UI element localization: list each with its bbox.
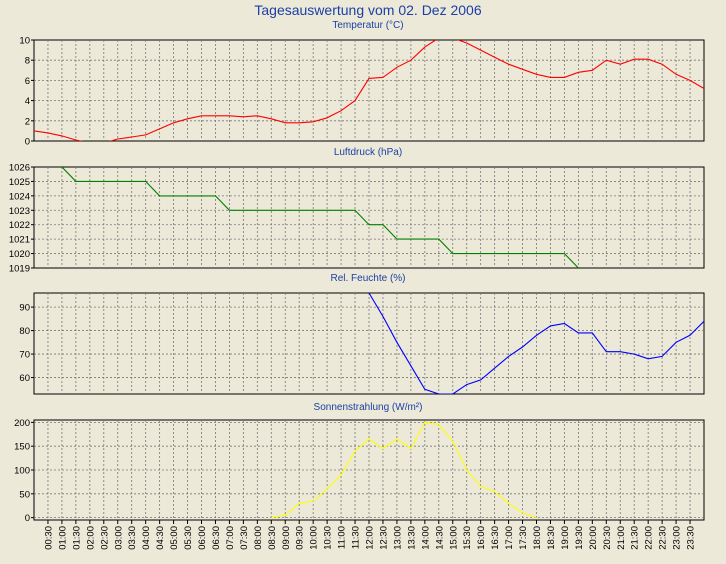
y-tick-label: 1026 xyxy=(9,163,30,174)
y-tick-label: 80 xyxy=(19,326,30,337)
x-tick-label: 17:30 xyxy=(518,526,529,550)
panel-3: Rel. Feuchte (%) 60 70 80 90 xyxy=(19,273,705,395)
x-tick-label: 08:30 xyxy=(267,526,278,550)
x-tick-label: 01:30 xyxy=(71,526,82,550)
x-tick-label: 15:00 xyxy=(448,526,459,550)
x-tick-label: 10:00 xyxy=(309,526,320,550)
y-tick-label: 100 xyxy=(14,466,30,477)
x-tick-label: 04:00 xyxy=(141,526,152,550)
y-tick-label: 150 xyxy=(14,442,30,453)
y-tick-label: 0 xyxy=(25,513,30,524)
y-tick-label: 90 xyxy=(19,303,30,314)
x-tick-label: 23:00 xyxy=(672,526,683,550)
x-tick-label: 18:00 xyxy=(532,526,543,550)
x-tick-label: 22:30 xyxy=(658,526,669,550)
x-tick-label: 05:00 xyxy=(169,526,180,550)
y-tick-label: 4 xyxy=(25,96,30,107)
y-tick-label: 70 xyxy=(19,350,30,361)
x-tick-label: 20:00 xyxy=(588,526,599,550)
x-tick-label: 06:00 xyxy=(197,526,208,550)
y-tick-label: 200 xyxy=(14,418,30,429)
y-tick-label: 10 xyxy=(19,36,30,47)
y-tick-label: 1021 xyxy=(9,235,30,246)
series-line xyxy=(271,421,537,519)
y-tick-label: 1022 xyxy=(9,220,30,231)
x-tick-label: 11:30 xyxy=(351,526,362,549)
x-tick-label: 07:00 xyxy=(225,526,236,550)
y-tick-label: 0 xyxy=(25,137,30,148)
x-tick-label: 19:30 xyxy=(574,526,585,550)
y-tick-label: 6 xyxy=(25,76,30,87)
panel-title: Rel. Feuchte (%) xyxy=(330,273,405,284)
panel-1: Temperatur (°C) 0 2 4 6 8 10 xyxy=(19,20,705,148)
x-tick-label: 09:00 xyxy=(281,526,292,550)
x-tick-label: 12:30 xyxy=(378,526,389,550)
x-tick-label: 10:30 xyxy=(323,526,334,550)
x-tick-label: 03:00 xyxy=(113,526,124,550)
panel-title: Sonnenstrahlung (W/m²) xyxy=(314,402,423,413)
x-tick-label: 05:30 xyxy=(183,526,194,550)
x-tick-label: 18:30 xyxy=(546,526,557,550)
y-tick-label: 8 xyxy=(25,56,30,67)
x-tick-label: 02:30 xyxy=(99,526,110,550)
x-tick-label: 14:30 xyxy=(434,526,445,550)
x-tick-label: 12:00 xyxy=(365,526,376,550)
x-tick-label: 13:30 xyxy=(406,526,417,550)
x-tick-label: 08:00 xyxy=(253,526,264,550)
x-tick-label: 22:00 xyxy=(644,526,655,550)
y-tick-label: 1023 xyxy=(9,206,30,217)
x-tick-label: 06:30 xyxy=(211,526,222,550)
x-tick-label: 02:00 xyxy=(85,526,96,550)
x-tick-label: 21:00 xyxy=(616,526,627,550)
x-tick-label: 20:30 xyxy=(602,526,613,550)
x-tick-label: 23:30 xyxy=(686,526,697,550)
y-tick-label: 1019 xyxy=(9,264,30,275)
x-tick-label: 03:30 xyxy=(127,526,138,550)
panel-title: Luftdruck (hPa) xyxy=(334,147,402,158)
x-tick-label: 13:00 xyxy=(392,526,403,550)
x-tick-label: 00:30 xyxy=(43,526,54,550)
panel-title: Temperatur (°C) xyxy=(332,20,403,31)
x-tick-label: 07:30 xyxy=(239,526,250,550)
x-tick-label: 01:00 xyxy=(57,526,68,550)
chart-title: Tagesauswertung vom 02. Dez 2006 xyxy=(254,2,481,18)
y-tick-label: 2 xyxy=(25,116,30,127)
y-tick-label: 50 xyxy=(19,489,30,500)
x-tick-label: 14:00 xyxy=(420,526,431,550)
x-tick-label: 21:30 xyxy=(630,526,641,550)
y-tick-label: 1020 xyxy=(9,249,30,260)
series-line xyxy=(61,167,579,268)
panel-4: Sonnenstrahlung (W/m²) 0 50 100 150 200 xyxy=(14,402,705,524)
x-tick-label: 17:00 xyxy=(504,526,515,550)
y-tick-label: 60 xyxy=(19,373,30,384)
y-tick-label: 1024 xyxy=(9,191,30,202)
series-line xyxy=(368,293,704,394)
x-tick-label: 19:00 xyxy=(560,526,571,550)
x-tick-label: 11:00 xyxy=(337,526,348,549)
y-tick-label: 1025 xyxy=(9,177,30,188)
x-tick-label: 09:30 xyxy=(295,526,306,550)
panel-2: Luftdruck (hPa) 1019 1020 1021 1022 1023 1024 1… xyxy=(9,147,705,275)
x-tick-label: 16:00 xyxy=(476,526,487,550)
series-line xyxy=(34,40,704,141)
x-tick-label: 16:30 xyxy=(490,526,501,550)
x-tick-label: 15:30 xyxy=(462,526,473,550)
x-axis: 00:30 01:00 01:30 02:00 02:30 03:00 03:30 04:00… xyxy=(43,520,697,550)
x-tick-label: 04:30 xyxy=(155,526,166,550)
